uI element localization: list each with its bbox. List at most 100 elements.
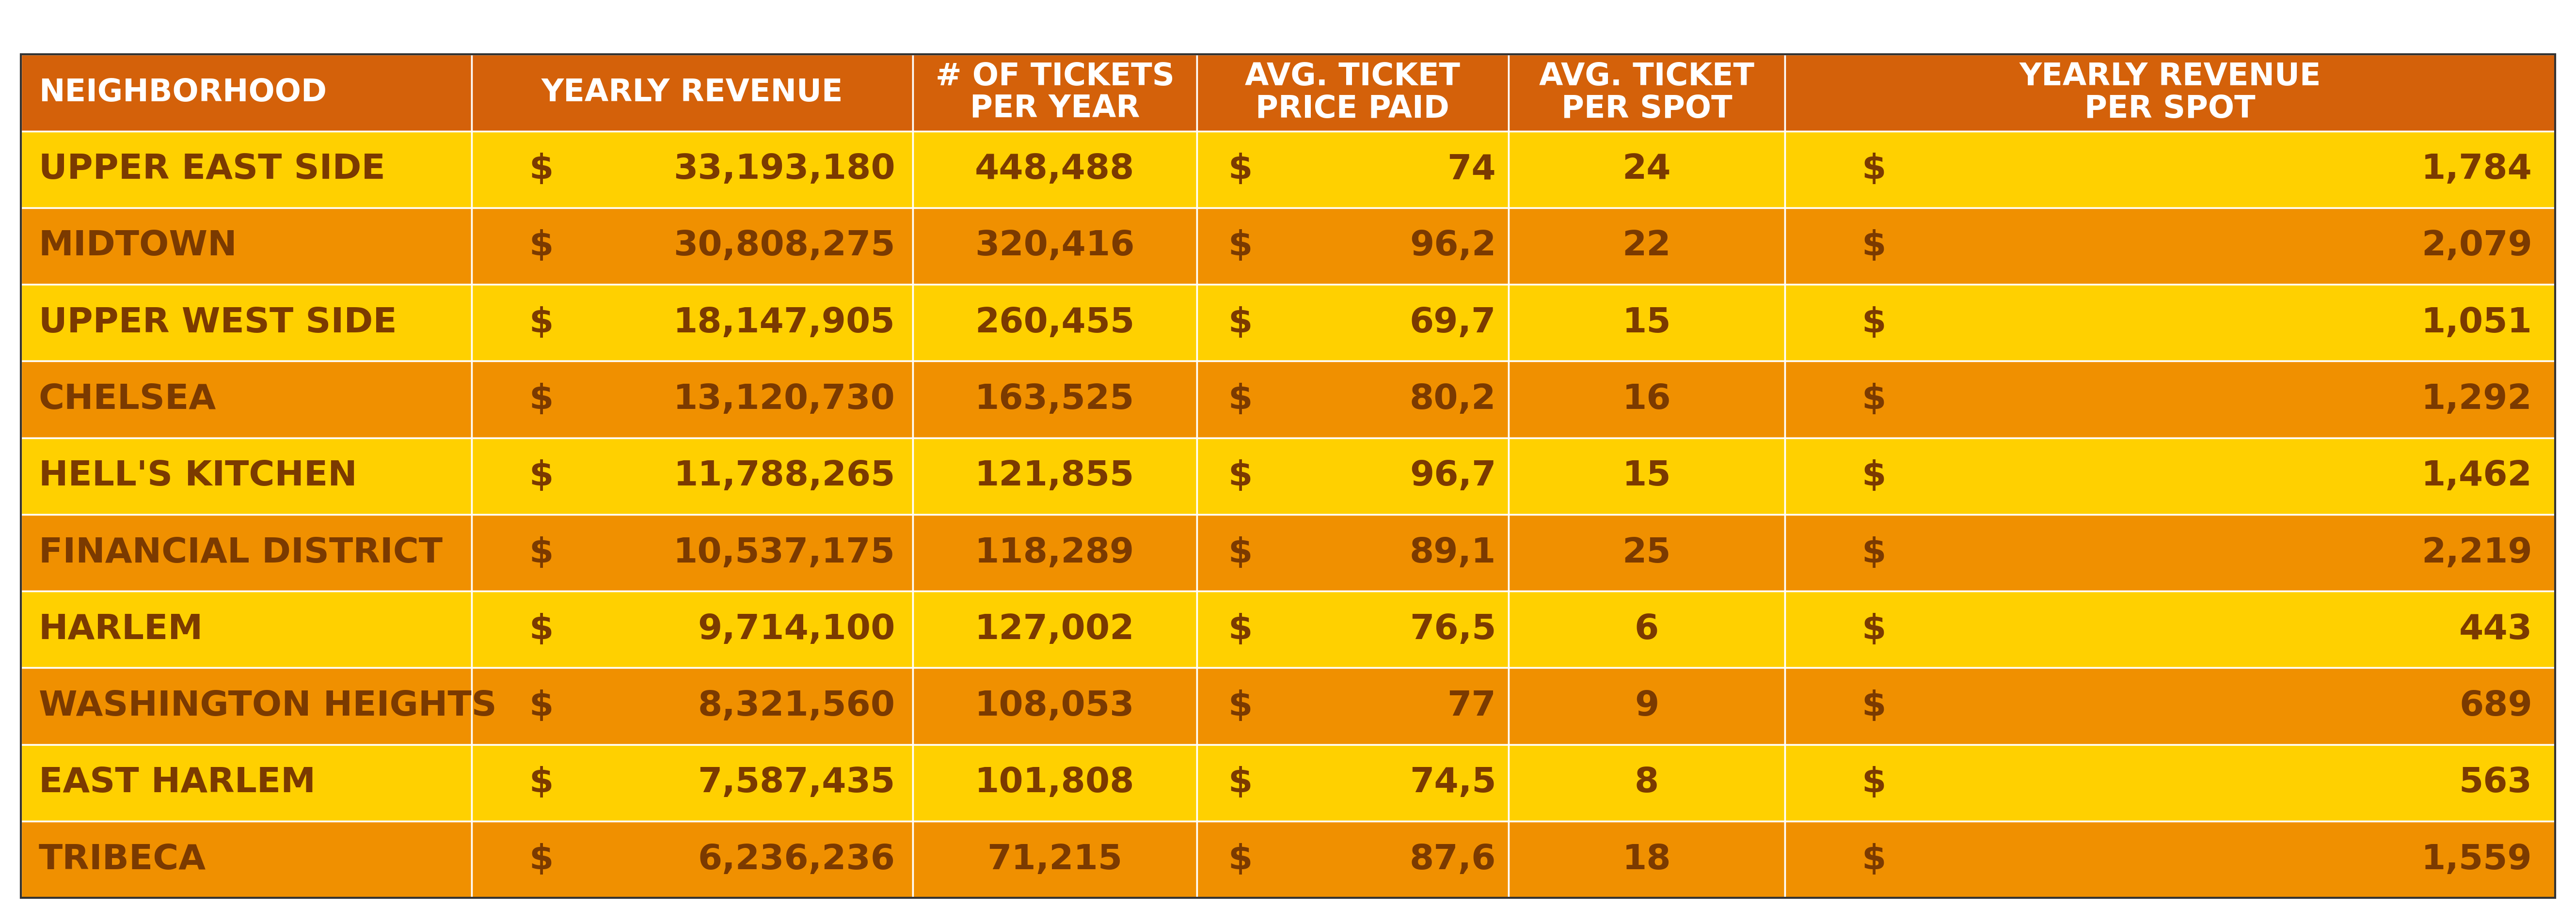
Text: 87,6: 87,6 bbox=[1409, 843, 1497, 876]
Bar bbox=[471, 514, 912, 591]
Text: $: $ bbox=[528, 766, 554, 800]
Text: 1,462: 1,462 bbox=[2421, 460, 2532, 493]
Text: $: $ bbox=[528, 613, 554, 647]
Bar bbox=[1198, 591, 1510, 668]
Text: 74: 74 bbox=[1448, 152, 1497, 186]
Text: 15: 15 bbox=[1623, 306, 1672, 339]
Bar bbox=[471, 745, 912, 821]
Bar bbox=[1198, 208, 1510, 285]
Text: $: $ bbox=[1229, 152, 1252, 186]
Text: 2,079: 2,079 bbox=[2421, 229, 2532, 263]
Bar bbox=[471, 361, 912, 438]
Text: UPPER EAST SIDE: UPPER EAST SIDE bbox=[39, 152, 386, 186]
Bar bbox=[1510, 745, 1785, 821]
Bar bbox=[1510, 132, 1785, 208]
Bar bbox=[912, 132, 1198, 208]
Text: 24: 24 bbox=[1623, 152, 1672, 186]
Text: $: $ bbox=[1862, 383, 1886, 416]
Bar bbox=[1198, 54, 1510, 132]
Bar bbox=[1510, 668, 1785, 745]
Bar bbox=[21, 438, 471, 514]
Bar bbox=[21, 668, 471, 745]
Bar bbox=[1510, 361, 1785, 438]
Text: 77: 77 bbox=[1448, 689, 1497, 723]
Bar bbox=[21, 208, 471, 285]
Text: 71,215: 71,215 bbox=[987, 843, 1123, 876]
Text: $: $ bbox=[1229, 689, 1252, 723]
Text: 80,2: 80,2 bbox=[1409, 383, 1497, 416]
Text: $: $ bbox=[528, 152, 554, 186]
Text: 1,559: 1,559 bbox=[2421, 843, 2532, 876]
Text: 18,147,905: 18,147,905 bbox=[672, 306, 896, 339]
Text: 7,587,435: 7,587,435 bbox=[698, 766, 896, 800]
Text: $: $ bbox=[528, 689, 554, 723]
Bar bbox=[912, 821, 1198, 898]
Bar bbox=[1785, 208, 2555, 285]
Text: $: $ bbox=[1862, 152, 1886, 186]
Text: $: $ bbox=[528, 306, 554, 339]
Text: 69,7: 69,7 bbox=[1409, 306, 1497, 339]
Text: 22: 22 bbox=[1623, 229, 1672, 263]
Bar bbox=[912, 285, 1198, 361]
Text: YEARLY REVENUE
PER SPOT: YEARLY REVENUE PER SPOT bbox=[2020, 62, 2321, 124]
Bar bbox=[1785, 821, 2555, 898]
Bar bbox=[1198, 132, 1510, 208]
Bar bbox=[1510, 208, 1785, 285]
Text: $: $ bbox=[528, 460, 554, 493]
Bar bbox=[21, 285, 471, 361]
Bar bbox=[912, 591, 1198, 668]
Text: $: $ bbox=[1229, 613, 1252, 647]
Text: 18: 18 bbox=[1623, 843, 1672, 876]
Text: $: $ bbox=[1862, 306, 1886, 339]
Text: 15: 15 bbox=[1623, 460, 1672, 493]
Text: $: $ bbox=[528, 383, 554, 416]
Bar bbox=[471, 285, 912, 361]
Text: $: $ bbox=[1229, 460, 1252, 493]
Text: $: $ bbox=[1229, 383, 1252, 416]
Text: 8: 8 bbox=[1636, 766, 1659, 800]
Text: CHELSEA: CHELSEA bbox=[39, 383, 216, 416]
Text: 448,488: 448,488 bbox=[974, 152, 1133, 186]
Text: $: $ bbox=[1229, 843, 1252, 876]
Bar bbox=[1198, 745, 1510, 821]
Text: 33,193,180: 33,193,180 bbox=[672, 152, 896, 186]
Bar bbox=[21, 821, 471, 898]
Text: 10,537,175: 10,537,175 bbox=[672, 536, 896, 570]
Text: 11,788,265: 11,788,265 bbox=[672, 460, 896, 493]
Text: TRIBECA: TRIBECA bbox=[39, 843, 206, 876]
Text: 16: 16 bbox=[1623, 383, 1672, 416]
Text: MIDTOWN: MIDTOWN bbox=[39, 229, 237, 263]
Bar bbox=[471, 54, 912, 132]
Text: 25: 25 bbox=[1623, 536, 1672, 570]
Bar bbox=[1785, 361, 2555, 438]
Bar bbox=[1510, 54, 1785, 132]
Text: 2,219: 2,219 bbox=[2421, 536, 2532, 570]
Bar bbox=[1785, 438, 2555, 514]
Text: 320,416: 320,416 bbox=[974, 229, 1133, 263]
Bar bbox=[21, 132, 471, 208]
Bar bbox=[1198, 361, 1510, 438]
Bar bbox=[1198, 514, 1510, 591]
Text: 89,1: 89,1 bbox=[1409, 536, 1497, 570]
Text: 108,053: 108,053 bbox=[974, 689, 1133, 723]
Text: 9,714,100: 9,714,100 bbox=[698, 613, 896, 647]
Text: 6,236,236: 6,236,236 bbox=[698, 843, 896, 876]
Text: 127,002: 127,002 bbox=[974, 613, 1133, 647]
Bar bbox=[1198, 821, 1510, 898]
Text: $: $ bbox=[528, 229, 554, 263]
Bar bbox=[912, 438, 1198, 514]
Bar bbox=[471, 591, 912, 668]
Text: 101,808: 101,808 bbox=[974, 766, 1133, 800]
Text: 689: 689 bbox=[2460, 689, 2532, 723]
Text: $: $ bbox=[1862, 229, 1886, 263]
Bar bbox=[912, 514, 1198, 591]
Text: $: $ bbox=[1229, 536, 1252, 570]
Text: 30,808,275: 30,808,275 bbox=[672, 229, 896, 263]
Bar bbox=[471, 668, 912, 745]
Bar bbox=[1510, 438, 1785, 514]
Text: 76,5: 76,5 bbox=[1409, 613, 1497, 647]
Text: WASHINGTON HEIGHTS: WASHINGTON HEIGHTS bbox=[39, 689, 497, 723]
Text: HARLEM: HARLEM bbox=[39, 613, 204, 647]
Text: 6: 6 bbox=[1636, 613, 1659, 647]
Bar bbox=[912, 361, 1198, 438]
